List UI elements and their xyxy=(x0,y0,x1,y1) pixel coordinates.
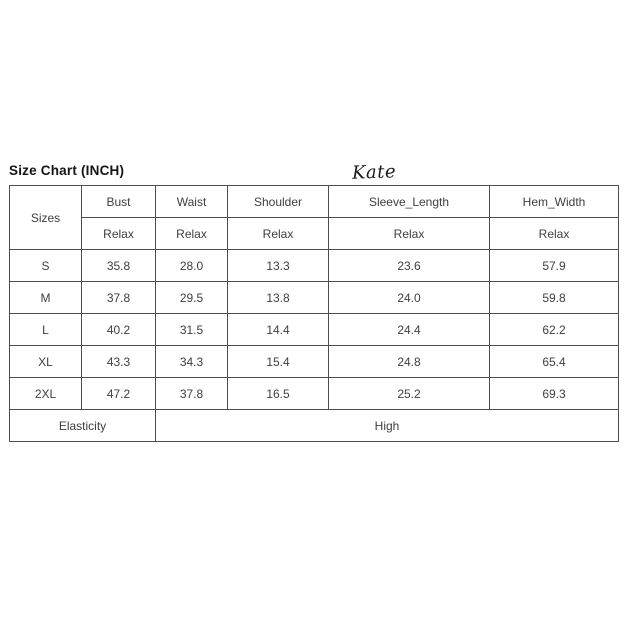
measurement-cell: 28.0 xyxy=(155,249,228,282)
column-header-bust: Bust xyxy=(81,185,156,218)
size-label-cell: S xyxy=(9,249,82,282)
column-header-waist: Waist xyxy=(155,185,228,218)
size-label-cell: M xyxy=(9,281,82,314)
fit-type-cell: Relax xyxy=(155,217,228,250)
size-label-cell: XL xyxy=(9,345,82,378)
measurement-cell: 40.2 xyxy=(81,313,156,346)
measurement-cell: 62.2 xyxy=(489,313,619,346)
size-row-xl: XL 43.3 34.3 15.4 24.8 65.4 xyxy=(9,345,619,378)
measurement-cell: 23.6 xyxy=(328,249,490,282)
corner-header-sizes: Sizes xyxy=(9,185,82,250)
measurement-cell: 37.8 xyxy=(155,377,228,410)
measurement-cell: 31.5 xyxy=(155,313,228,346)
header-row-fit-type: Relax Relax Relax Relax Relax xyxy=(10,217,619,250)
measurement-cell: 34.3 xyxy=(155,345,228,378)
fit-type-cell: Relax xyxy=(489,217,619,250)
measurement-cell: 25.2 xyxy=(328,377,490,410)
page-title: Size Chart (INCH) xyxy=(9,163,125,178)
elasticity-value-cell: High xyxy=(155,409,619,442)
measurement-cell: 14.4 xyxy=(227,313,329,346)
size-row-l: L 40.2 31.5 14.4 24.4 62.2 xyxy=(9,313,619,346)
measurement-cell: 37.8 xyxy=(81,281,156,314)
header-row-measures: Sizes Bust Waist Shoulder Sleeve_Length … xyxy=(9,185,619,250)
measurement-cell: 13.8 xyxy=(227,281,329,314)
size-row-m: M 37.8 29.5 13.8 24.0 59.8 xyxy=(9,281,619,314)
column-header-sleeve-length: Sleeve_Length xyxy=(328,185,490,218)
column-header-shoulder: Shoulder xyxy=(227,185,329,218)
size-label-cell: 2XL xyxy=(9,377,82,410)
column-header-hem-width: Hem_Width xyxy=(489,185,619,218)
fit-type-cell: Relax xyxy=(81,217,156,250)
fit-type-cell: Relax xyxy=(328,217,490,250)
kate-handwritten-annotation: Kate xyxy=(351,161,397,184)
measurement-cell: 35.8 xyxy=(81,249,156,282)
measurement-cell: 59.8 xyxy=(489,281,619,314)
elasticity-label-cell: Elasticity xyxy=(9,409,156,442)
size-chart-table: Sizes Bust Waist Shoulder Sleeve_Length … xyxy=(9,185,619,442)
measurement-cell: 13.3 xyxy=(227,249,329,282)
measurement-cell: 43.3 xyxy=(81,345,156,378)
size-label-cell: L xyxy=(9,313,82,346)
size-row-2xl: 2XL 47.2 37.8 16.5 25.2 69.3 xyxy=(9,377,619,410)
measurement-cell: 24.4 xyxy=(328,313,490,346)
measurement-cell: 29.5 xyxy=(155,281,228,314)
measurement-cell: 15.4 xyxy=(227,345,329,378)
measurement-cell: 57.9 xyxy=(489,249,619,282)
measurement-cell: 47.2 xyxy=(81,377,156,410)
fit-type-cell: Relax xyxy=(227,217,329,250)
elasticity-row: Elasticity High xyxy=(9,409,619,442)
measurement-cell: 65.4 xyxy=(489,345,619,378)
measurement-cell: 16.5 xyxy=(227,377,329,410)
measurement-cell: 69.3 xyxy=(489,377,619,410)
measurement-cell: 24.0 xyxy=(328,281,490,314)
measurement-cell: 24.8 xyxy=(328,345,490,378)
size-row-s: S 35.8 28.0 13.3 23.6 57.9 xyxy=(9,249,619,282)
